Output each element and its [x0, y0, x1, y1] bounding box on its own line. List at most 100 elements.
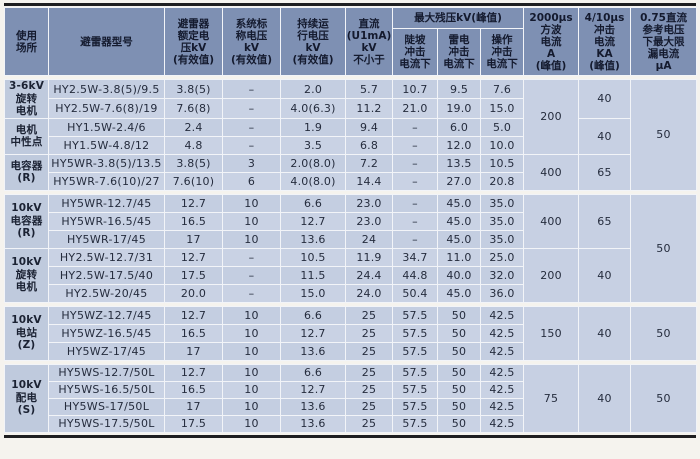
leakage-value-cell: 50: [630, 193, 697, 303]
dc-reference-cell: 25: [345, 305, 393, 325]
lightning-residual-cell: 50: [437, 341, 481, 361]
switching-residual-cell: 42.5: [480, 397, 524, 416]
continuous-voltage-cell: 13.6: [280, 229, 346, 249]
square-wave-value-cell: 75: [523, 363, 579, 433]
table-row: 10kV 电站 (Z) HY5WZ-12.7/45 12.7 10 6.6 25 57.5 5…: [4, 305, 697, 361]
lightning-residual-cell: 45.0: [437, 193, 481, 213]
lightning-residual-cell: 13.5: [437, 153, 481, 173]
continuous-voltage-cell: 6.6: [280, 363, 346, 382]
switching-residual-cell: 10.5: [480, 153, 524, 173]
system-voltage-cell: 10: [222, 305, 281, 325]
dc-reference-cell: 14.4: [345, 171, 393, 191]
switching-residual-cell: 32.0: [480, 265, 524, 285]
steep-front-residual-cell: 57.5: [392, 341, 438, 361]
dc-reference-cell: 7.2: [345, 153, 393, 173]
rated-voltage-cell: 16.5: [164, 380, 223, 399]
continuous-voltage-cell: 12.7: [280, 211, 346, 231]
spec-group-table: 10kV 电站 (Z) HY5WZ-12.7/45 12.7 10 6.6 25 57.5 5…: [4, 305, 697, 361]
usage-location-cell: 电容器 (R): [4, 153, 49, 191]
table-row: HY2.5W-7.6(8)/19 7.6(8) –4.0(6.3) 11.2 21.0 1…: [5, 98, 697, 119]
switching-residual-cell: 35.0: [480, 229, 524, 249]
header-rated-voltage: 避雷器 额定电 压kV (有效值): [164, 7, 223, 76]
usage-location-cell: 3-6kV 旋转 电机: [4, 79, 49, 119]
header-steep-front-current: 陡坡 冲击 电流下: [392, 28, 438, 76]
rated-voltage-cell: 12.7: [164, 363, 223, 382]
lightning-residual-cell: 45.0: [437, 229, 481, 249]
dc-reference-cell: 25: [345, 414, 393, 433]
square-wave-value-cell: 150: [523, 305, 579, 361]
system-voltage-cell: –: [222, 98, 281, 119]
model-cell: HY5WR-3.8(5)/13.5: [48, 153, 165, 173]
steep-front-residual-cell: –: [392, 171, 438, 191]
rated-voltage-cell: 17.5: [164, 265, 223, 285]
system-voltage-cell: –: [222, 135, 281, 155]
switching-residual-cell: 42.5: [480, 363, 524, 382]
model-cell: HY5WZ-12.7/45: [48, 305, 165, 325]
lightning-residual-cell: 50: [437, 323, 481, 343]
table-row: 10kV 旋转 电机 HY2.5W-12.7/31 12.7–10.5 11.9 34.…: [4, 247, 697, 303]
system-voltage-cell: 10: [222, 414, 281, 433]
header-switching-current: 操作 冲击 电流下: [479, 28, 525, 76]
model-cell: HY5WZ-17/45: [48, 341, 165, 361]
model-cell: HY5WZ-16.5/45: [48, 323, 165, 343]
continuous-voltage-cell: 10.5: [280, 247, 346, 267]
impulse-value-cell: 40: [578, 247, 631, 303]
system-voltage-cell: 10: [222, 341, 281, 361]
lightning-residual-cell: 6.0: [437, 117, 481, 137]
header-square-wave-current: 2000μs 方波 电流 A (峰值): [523, 7, 580, 76]
header-leakage-current: 0.75直流 参考电压 下最大限 漏电流 μA: [630, 7, 698, 76]
steep-front-residual-cell: 57.5: [392, 305, 438, 325]
impulse-value-cell: 65: [578, 153, 631, 191]
usage-location-cell: 电机 中性点: [4, 117, 49, 155]
system-voltage-cell: –: [222, 265, 281, 285]
model-cell: HY1.5W-4.8/12: [48, 135, 165, 155]
continuous-voltage-cell: 13.6: [280, 397, 346, 416]
table-row: HY5WS-17/50L 17 10 13.6 25 57.5 50 42.5: [5, 397, 697, 416]
continuous-voltage-cell: 12.7: [280, 380, 346, 399]
switching-residual-cell: 10.0: [480, 135, 524, 155]
steep-front-residual-cell: 57.5: [392, 323, 438, 343]
rated-voltage-cell: 7.6(8): [164, 98, 223, 119]
system-voltage-cell: –: [222, 117, 281, 137]
switching-residual-cell: 42.5: [480, 341, 524, 361]
system-voltage-cell: 10: [222, 193, 281, 213]
system-voltage-cell: –: [222, 247, 281, 267]
lightning-residual-cell: 40.0: [437, 265, 481, 285]
impulse-value-cell: 40: [578, 117, 631, 155]
square-wave-value-cell: 200: [523, 79, 579, 155]
usage-location-cell: 10kV 电容器 (R): [4, 193, 49, 249]
lightning-residual-cell: 50: [437, 414, 481, 433]
spec-group-table: 10kV 电容器 (R) HY5WR-12.7/45 12.7 10 6.6 23.0–4…: [4, 193, 697, 303]
rated-voltage-cell: 17: [164, 229, 223, 249]
continuous-voltage-cell: 15.0: [280, 283, 346, 303]
switching-residual-cell: 35.0: [480, 193, 524, 213]
lightning-residual-cell: 11.0: [437, 247, 481, 267]
model-cell: HY2.5W-7.6(8)/19: [48, 98, 165, 119]
switching-residual-cell: 42.5: [480, 305, 524, 325]
header-impulse-current: 4/10μs 冲击 电流 KA (峰值): [578, 7, 632, 76]
lightning-residual-cell: 45.0: [437, 283, 481, 303]
switching-residual-cell: 20.8: [480, 171, 524, 191]
continuous-voltage-cell: 13.6: [280, 341, 346, 361]
system-voltage-cell: 3: [222, 153, 281, 173]
impulse-value-cell: 40: [578, 79, 631, 119]
rated-voltage-cell: 2.4: [164, 117, 223, 137]
table-row: HY2.5W-17.5/40 17.5–11.5 24.4 44.8 40.0 32.0: [5, 265, 697, 285]
table-row: HY5WS-16.5/50L 16.5 10 12.7 25 57.5 50 42.5: [5, 380, 697, 399]
continuous-voltage-cell: 11.5: [280, 265, 346, 285]
continuous-voltage-cell: 6.6: [280, 305, 346, 325]
lightning-residual-cell: 50: [437, 397, 481, 416]
switching-residual-cell: 42.5: [480, 380, 524, 399]
table-row: HY5WS-17.5/50L 17.5 10 13.6 25 57.5 50 42.5: [5, 414, 697, 433]
dc-reference-cell: 9.4: [345, 117, 393, 137]
continuous-voltage-cell: 3.5: [280, 135, 346, 155]
steep-front-residual-cell: 34.7: [392, 247, 438, 267]
dc-reference-cell: 6.8: [345, 135, 393, 155]
spec-table-header: 使用 场所 避雷器型号 避雷器 额定电 压kV (有效值) 系统标 称电压 kV (有…: [4, 7, 698, 76]
model-cell: HY5WR-12.7/45: [48, 193, 165, 213]
system-voltage-cell: 10: [222, 363, 281, 382]
switching-residual-cell: 42.5: [480, 323, 524, 343]
spec-group-table: 10kV 配电 (S) HY5WS-12.7/50L 12.7 10 6.6 25 57.5…: [4, 363, 697, 433]
rated-voltage-cell: 3.8(5): [164, 78, 223, 100]
